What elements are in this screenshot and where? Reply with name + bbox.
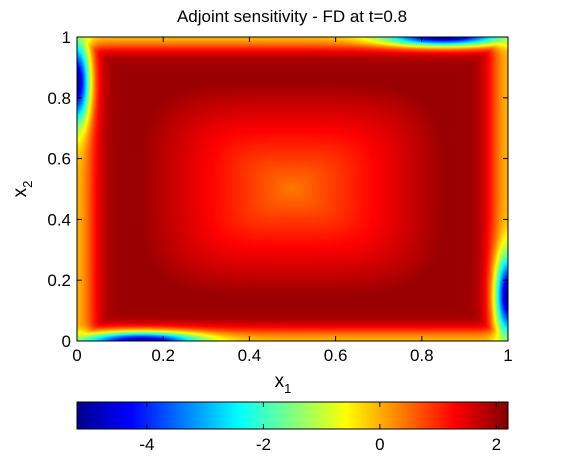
y-tick-label: 0.6 xyxy=(47,150,71,169)
chart-title: Adjoint sensitivity - FD at t=0.8 xyxy=(177,7,407,26)
plot-frame xyxy=(76,36,509,342)
y-tick-label: 0 xyxy=(62,332,71,351)
x-tick-label: 0.6 xyxy=(324,346,348,365)
colorbar-ticks xyxy=(146,402,497,429)
x-tick-label: 0.8 xyxy=(410,346,434,365)
colorbar-tick-label: 2 xyxy=(492,435,501,454)
x-tick-label: 0 xyxy=(72,346,81,365)
x-axis-label: x1 xyxy=(275,371,292,396)
colorbar-tick-label: -2 xyxy=(256,435,271,454)
colorbar-tick-label: 0 xyxy=(375,435,384,454)
plot-ticks xyxy=(76,36,509,342)
x-tick-label: 0.4 xyxy=(238,346,262,365)
heatmap-plot: 0 0.2 0.4 0.6 0.8 1 0 0.2 0.4 0.6 0.8 1 xyxy=(47,28,512,365)
x-tick-label: 0.2 xyxy=(151,346,175,365)
colorbar-gradient xyxy=(76,401,509,430)
colorbar: -4 -2 0 2 xyxy=(76,401,509,454)
y-tick-label: 0.2 xyxy=(47,271,71,290)
colorbar-tick-labels: -4 -2 0 2 xyxy=(139,435,501,454)
y-tick-label: 0.8 xyxy=(47,89,71,108)
heatmap-canvas xyxy=(77,37,508,341)
colorbar-tick-label: -4 xyxy=(139,435,154,454)
plot-tick-labels: 0 0.2 0.4 0.6 0.8 1 0 0.2 0.4 0.6 0.8 1 xyxy=(47,28,512,365)
y-tick-label: 0.4 xyxy=(47,210,71,229)
x-tick-label: 1 xyxy=(503,346,512,365)
y-tick-label: 1 xyxy=(62,28,71,47)
y-axis-label: x2 xyxy=(10,181,35,198)
